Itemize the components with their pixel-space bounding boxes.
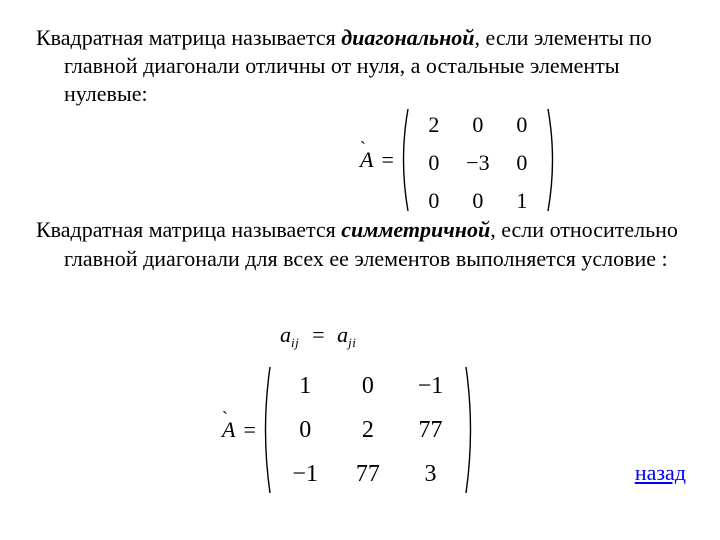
matrix2-cell: 2 [337, 409, 400, 452]
matrix2-cell: 0 [274, 409, 337, 452]
matrix2-accent: ` [222, 408, 228, 429]
matrix1-label: ` A [360, 147, 373, 173]
matrix2-paren: 10−10277−1773 [260, 364, 476, 496]
matrix1-cell: 0 [500, 144, 544, 182]
matrix1-cell: −3 [456, 144, 500, 182]
back-link[interactable]: назад [635, 460, 686, 486]
matrix1-cell: 0 [456, 182, 500, 220]
eq-rhs-sub: ji [348, 335, 356, 350]
eq-lhs-base: a [280, 322, 291, 347]
matrix2-cell: 77 [399, 409, 462, 452]
matrix1-accent: ` [360, 138, 366, 159]
matrix2-cell: 77 [337, 453, 400, 496]
matrix2-cell: 3 [399, 453, 462, 496]
eq-lhs-sub: ij [291, 335, 299, 350]
matrix1-cell: 2 [412, 106, 456, 144]
matrix2-equals: = [243, 417, 255, 443]
matrix1-cell: 0 [412, 144, 456, 182]
matrix1-cell: 0 [456, 106, 500, 144]
matrix-symmetric: ` A = 10−10277−1773 [222, 364, 476, 496]
matrix1-cell: 0 [500, 106, 544, 144]
matrix2-grid: 10−10277−1773 [274, 364, 462, 496]
para1-prefix: Квадратная матрица называется [36, 25, 341, 50]
symmetry-condition: aij = aji [280, 322, 356, 351]
paragraph-symmetric: Квадратная матрица называется симметричн… [64, 216, 684, 272]
matrix-diagonal: ` A = 2000−30001 [360, 106, 558, 214]
matrix1-cell: 1 [500, 182, 544, 220]
para2-prefix: Квадратная матрица называется [36, 217, 341, 242]
para1-term: диагональной [341, 25, 474, 50]
matrix2-cell: 0 [337, 365, 400, 408]
matrix2-cell: 1 [274, 365, 337, 408]
matrix2-label: ` A [222, 417, 235, 443]
eq-op: = [311, 322, 326, 347]
paragraph-diagonal: Квадратная матрица называется диагональн… [64, 24, 684, 108]
matrix1-paren: 2000−30001 [398, 106, 558, 214]
matrix1-equals: = [381, 147, 393, 173]
matrix2-cell: −1 [399, 365, 462, 408]
eq-rhs-base: a [337, 322, 348, 347]
matrix1-grid: 2000−30001 [412, 106, 544, 214]
para2-term: симметричной [341, 217, 490, 242]
matrix2-cell: −1 [274, 453, 337, 496]
matrix1-cell: 0 [412, 182, 456, 220]
